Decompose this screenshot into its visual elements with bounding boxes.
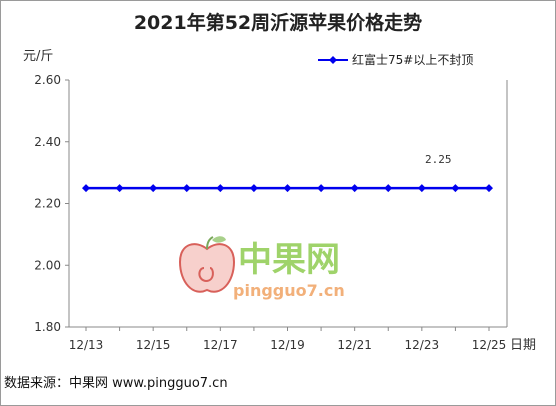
watermark-name: 中果网: [238, 240, 340, 280]
data-point: [249, 184, 258, 193]
x-axis-label: 日期: [510, 338, 536, 353]
data-label: 2.25: [425, 153, 452, 166]
data-point: [82, 184, 90, 193]
watermark: 中果网 pingguo7.cn: [178, 236, 345, 300]
y-tick-label: 2.20: [34, 197, 61, 211]
y-tick-label: 2.00: [34, 258, 61, 272]
x-tick-label: 12/17: [203, 338, 238, 352]
legend-marker: [329, 56, 337, 64]
data-point: [182, 184, 191, 193]
y-ticks: 1.80 2.00 2.20 2.40 2.60: [34, 73, 69, 334]
series-layer: [82, 184, 493, 193]
data-point: [485, 184, 493, 193]
y-axis-label: 元/斤: [23, 49, 53, 64]
data-point: [283, 184, 292, 193]
apple-logo-icon: [178, 236, 236, 293]
x-tick-label: 12/25: [472, 338, 507, 352]
y-tick-label: 2.40: [34, 135, 61, 149]
x-tick-label: 12/23: [405, 338, 440, 352]
x-tick-label: 12/21: [337, 338, 372, 352]
data-point: [451, 184, 460, 193]
data-point: [350, 184, 359, 193]
watermark-url: pingguo7.cn: [233, 281, 345, 300]
data-point: [149, 184, 158, 193]
x-tick-label: 12/13: [69, 338, 104, 352]
y-tick-label: 1.80: [34, 320, 61, 334]
data-point: [384, 184, 393, 193]
source-text: 数据来源：中果网 www.pingguo7.cn: [4, 376, 228, 391]
y-tick-label: 2.60: [34, 73, 61, 87]
x-ticks: 12/13 12/15 12/17 12/19 12/21 12/23 12/25: [69, 327, 507, 352]
data-point: [115, 184, 124, 193]
legend-entry: 红富士75#以上不封顶: [352, 52, 473, 67]
chart-title: 2021年第52周沂源苹果价格走势: [133, 12, 423, 34]
data-point: [216, 184, 225, 193]
data-point: [417, 184, 426, 193]
x-tick-label: 12/19: [270, 338, 305, 352]
data-point: [317, 184, 326, 193]
legend: 红富士75#以上不封顶: [318, 52, 473, 67]
x-tick-label: 12/15: [136, 338, 171, 352]
